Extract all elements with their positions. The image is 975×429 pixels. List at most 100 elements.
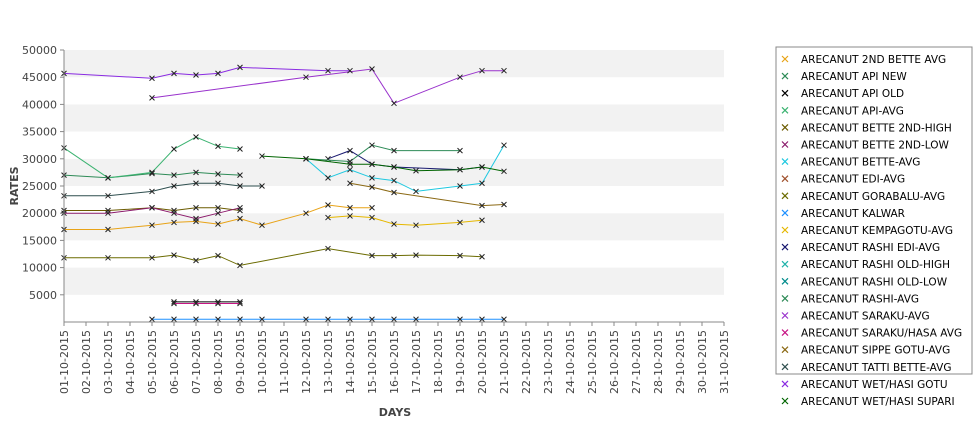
- data-point: [237, 146, 243, 152]
- legend-entry: ARECANUT SARAKU/HASA AVG: [801, 328, 962, 340]
- legend: ARECANUT 2ND BETTE AVG ARECANUT API NEW AR…: [775, 46, 973, 408]
- series: [61, 64, 353, 82]
- data-point: [171, 219, 177, 226]
- data-point: [369, 174, 375, 181]
- legend-entry: ARECANUT SIPPE GOTU-AVG: [801, 345, 950, 357]
- x-tick-label: 24-10-2015: [564, 330, 577, 394]
- data-point: [259, 183, 265, 189]
- legend-entry: ARECANUT BETTE 2ND-HIGH: [801, 122, 952, 134]
- grid-band: [64, 77, 724, 105]
- data-point: [325, 174, 331, 181]
- data-point: [237, 316, 243, 323]
- x-tick-label: 18-10-2015: [432, 330, 445, 394]
- legend-entry: ARECANUT BETTE-AVG: [801, 157, 920, 169]
- x-tick-label: 25-10-2015: [586, 330, 599, 394]
- y-axis-title: RATES: [8, 166, 21, 205]
- data-point: [171, 146, 177, 152]
- x-tick-label: 07-10-2015: [190, 330, 203, 394]
- data-point: [369, 66, 375, 72]
- data-point: [457, 74, 463, 81]
- series-line: [64, 204, 372, 230]
- legend-entry: ARECANUT TATTI BETTE-AVG: [801, 362, 951, 374]
- data-point: [215, 70, 221, 77]
- data-point: [369, 184, 375, 190]
- legend-frame: [775, 46, 973, 375]
- data-point: [105, 226, 111, 233]
- data-point: [171, 183, 177, 189]
- data-point: [347, 147, 353, 154]
- data-point: [413, 188, 419, 195]
- x-tick-label: 06-10-2015: [168, 330, 181, 394]
- data-point: [237, 262, 243, 269]
- legend-entry: ARECANUT WET/HASI SUPARI: [801, 396, 955, 408]
- grid-band: [64, 50, 724, 78]
- data-point: [413, 222, 419, 229]
- data-point: [391, 164, 397, 170]
- data-point: [479, 253, 485, 260]
- grid-band: [64, 240, 724, 268]
- x-tick-label: 12-10-2015: [300, 330, 313, 394]
- legend-marker: [781, 380, 789, 388]
- legend-marker: [781, 277, 789, 285]
- series: [149, 316, 507, 323]
- legend-entry: ARECANUT EDI-AVG: [801, 174, 905, 186]
- data-point: [193, 134, 199, 140]
- legend-marker: [781, 312, 789, 319]
- data-point: [303, 316, 309, 323]
- data-point: [391, 189, 397, 196]
- x-tick-label: 22-10-2015: [520, 330, 533, 394]
- x-axis-ticks: 01-10-2015 02-10-2015 03-10-2015 04-10-2015…: [58, 322, 731, 394]
- data-point: [215, 252, 221, 259]
- y-tick-label: 35000: [22, 126, 57, 139]
- grid-band: [64, 131, 724, 159]
- data-point: [215, 180, 221, 187]
- data-point: [149, 254, 155, 261]
- data-point: [237, 215, 243, 222]
- grid-band: [64, 294, 724, 322]
- data-point: [369, 214, 375, 221]
- x-tick-label: 10-10-2015: [256, 330, 269, 394]
- data-point: [391, 221, 397, 227]
- series: [61, 180, 265, 199]
- data-point: [237, 64, 243, 71]
- series-line: [64, 182, 262, 197]
- data-point: [457, 316, 463, 323]
- data-point: [215, 300, 221, 307]
- legend-marker: [781, 329, 789, 337]
- series: [325, 213, 485, 229]
- legend-marker: [781, 175, 789, 183]
- data-point: [237, 183, 243, 189]
- data-point: [149, 170, 155, 177]
- data-point: [237, 204, 243, 211]
- series-line: [63, 66, 350, 79]
- x-tick-label: 19-10-2015: [454, 330, 467, 394]
- legend-entry: ARECANUT GORABALU-AVG: [801, 191, 945, 203]
- series: [347, 180, 507, 209]
- data-point: [325, 245, 331, 252]
- data-point: [193, 180, 199, 187]
- plot-background: [64, 50, 724, 322]
- legend-entry: ARECANUT API OLD: [801, 88, 904, 100]
- data-point: [193, 316, 199, 323]
- series: [61, 245, 485, 269]
- data-point: [105, 210, 111, 217]
- data-point: [369, 161, 375, 168]
- x-tick-label: 11-10-2015: [278, 330, 291, 394]
- data-point: [193, 300, 199, 307]
- data-point: [237, 172, 243, 178]
- x-tick-label: 15-10-2015: [366, 330, 379, 394]
- data-point: [149, 75, 155, 82]
- data-point: [215, 210, 221, 217]
- data-point: [457, 252, 463, 259]
- data-point: [369, 204, 375, 211]
- data-point: [193, 72, 199, 78]
- legend-entry: ARECANUT SARAKU-AVG: [801, 311, 930, 323]
- data-point: [325, 67, 331, 74]
- data-point: [479, 164, 485, 170]
- data-point: [391, 100, 397, 107]
- data-point: [413, 252, 419, 258]
- legend-entry: ARECANUT 2ND BETTE AVG: [801, 54, 946, 66]
- legend-marker: [781, 106, 789, 114]
- data-point: [369, 252, 375, 259]
